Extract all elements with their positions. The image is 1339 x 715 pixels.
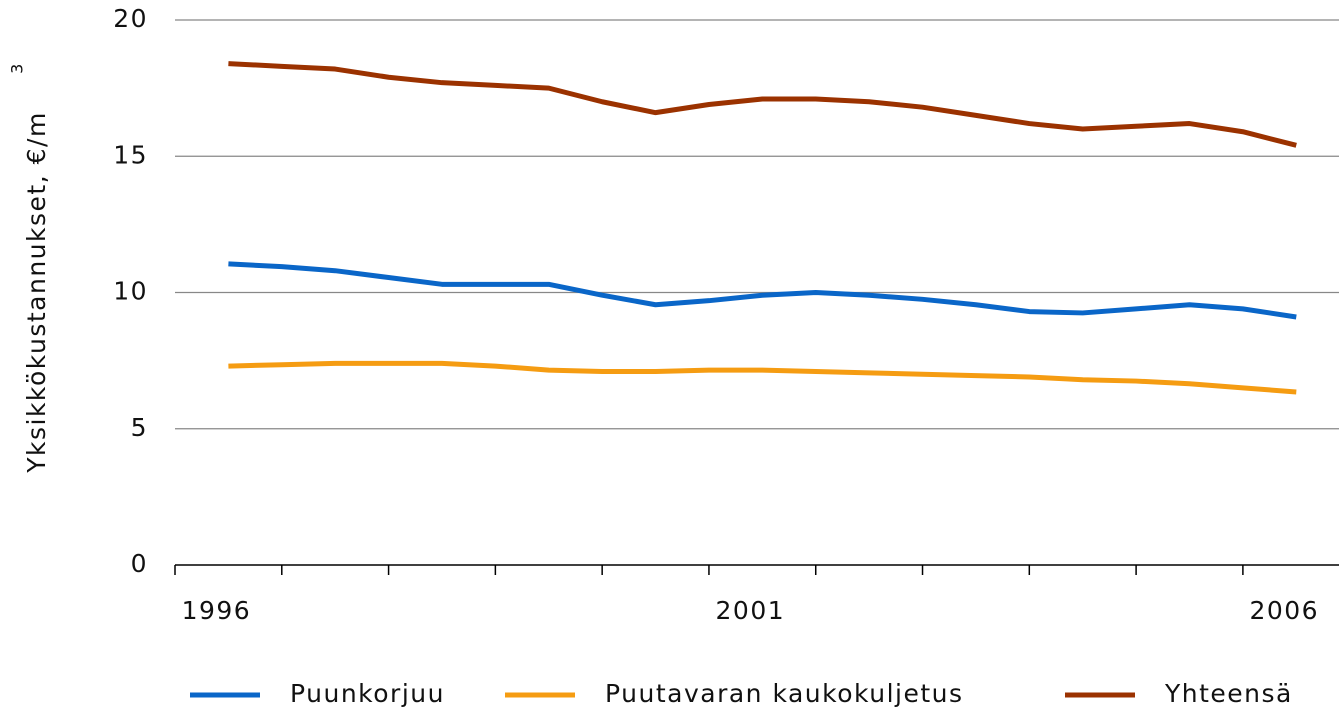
y-label: Yksikkökustannukset, €/m bbox=[22, 111, 51, 474]
line-series bbox=[228, 61, 1297, 148]
y-label-superscript: 3 bbox=[8, 62, 27, 74]
y-axis-title: Yksikkökustannukset, €/m bbox=[22, 111, 51, 474]
y-tick-label: 15 bbox=[113, 140, 148, 169]
y-tick-label: 5 bbox=[131, 413, 148, 442]
y-tick-label: 20 bbox=[113, 4, 148, 33]
y-tick-label: 0 bbox=[131, 549, 148, 578]
y-tick-label: 10 bbox=[113, 277, 148, 306]
line-series bbox=[228, 360, 1297, 395]
legend-label: Puutavaran kaukokuljetus bbox=[605, 679, 964, 708]
legend-label: Puunkorjuu bbox=[290, 679, 445, 708]
legend-label: Yhteensä bbox=[1164, 679, 1293, 708]
x-tick-label: 2001 bbox=[716, 596, 786, 625]
line-series bbox=[228, 261, 1297, 320]
x-tick-label: 2006 bbox=[1249, 596, 1319, 625]
x-tick-label: 1996 bbox=[182, 596, 252, 625]
